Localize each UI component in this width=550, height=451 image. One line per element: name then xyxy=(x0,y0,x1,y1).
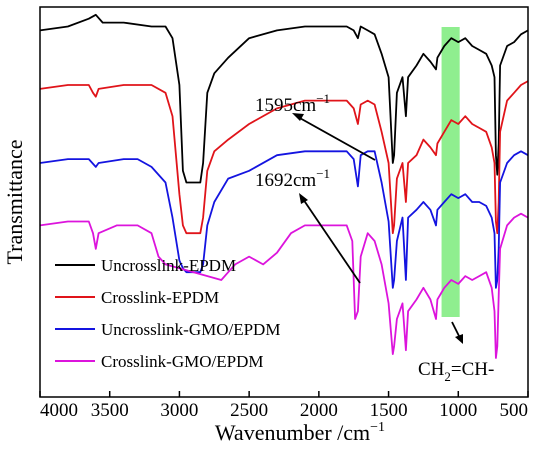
annotation-1692-arrow xyxy=(302,198,361,284)
highlight-band xyxy=(441,27,460,317)
y-axis-title: Transmittance xyxy=(2,139,27,264)
x-axis-ticks: 4000 3500 3000 2500 2000 1500 1000 500 xyxy=(39,391,529,421)
series-line-crosslink-epdm xyxy=(39,80,529,235)
annotation-1595: 1595cm−1 xyxy=(255,91,376,161)
annotation-vinyl-label: CH2=CH- xyxy=(418,359,494,384)
series-line-uncrosslink-epdm xyxy=(39,13,529,184)
x-axis-title: Wavenumber /cm−1 xyxy=(215,420,385,445)
x-tick-label: 3500 xyxy=(91,400,129,421)
x-tick-label: 500 xyxy=(500,400,529,421)
x-axis-title-superscript: −1 xyxy=(370,420,385,435)
legend-label-crosslink-epdm: Crosslink-EPDM xyxy=(101,288,219,307)
annotation-1692-arrowhead xyxy=(299,193,308,204)
annotation-vinyl-suffix: =CH- xyxy=(451,359,494,380)
x-tick-label: 1000 xyxy=(439,400,477,421)
x-tick-label: 1500 xyxy=(370,400,408,421)
legend-label-uncrosslink-epdm: Uncrosslink-EPDM xyxy=(101,256,236,275)
annotation-1595-label: 1595cm−1 xyxy=(255,91,330,116)
legend-label-uncrosslink-gmo-epdm: Uncrosslink-GMO/EPDM xyxy=(101,320,280,339)
annotation-1692-superscript: −1 xyxy=(316,166,330,181)
annotation-vinyl-arrow xyxy=(451,321,461,339)
series-layer xyxy=(39,13,529,359)
plot-frame xyxy=(39,6,529,398)
x-tick-label: 3000 xyxy=(160,400,198,421)
legend-label-crosslink-gmo-epdm: Crosslink-GMO/EPDM xyxy=(101,352,263,371)
annotation-vinyl-arrowhead xyxy=(455,334,463,344)
annotation-1595-arrow xyxy=(297,116,376,161)
annotation-1595-arrowhead xyxy=(292,113,304,121)
x-tick-label: 2500 xyxy=(230,400,268,421)
annotation-1595-superscript: −1 xyxy=(316,91,330,106)
annotation-vinyl-subscript: 2 xyxy=(444,369,451,384)
annotation-vinyl: CH2=CH- xyxy=(418,321,494,384)
x-tick-label: 2000 xyxy=(300,400,338,421)
series-line-uncrosslink-gmo-epdm xyxy=(39,150,529,289)
annotation-1692-label: 1692cm−1 xyxy=(255,166,330,191)
annotation-1692: 1692cm−1 xyxy=(255,166,361,284)
series-line-crosslink-gmo-epdm xyxy=(39,212,529,359)
legend: Uncrosslink-EPDM Crosslink-EPDM Uncrossl… xyxy=(55,256,280,371)
x-tick-label: 4000 xyxy=(40,400,78,421)
